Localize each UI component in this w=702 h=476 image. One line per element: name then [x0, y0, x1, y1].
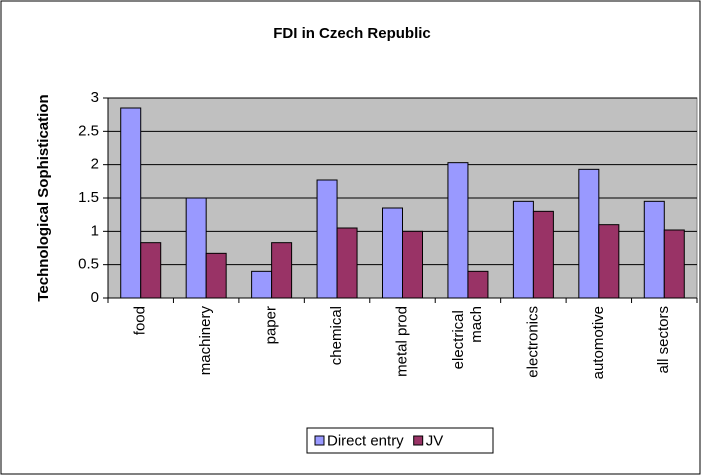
bar [447, 162, 469, 299]
bar [643, 200, 665, 299]
legend-swatch [314, 435, 325, 446]
bar [251, 270, 273, 299]
chart-title: FDI in Czech Republic [273, 25, 431, 42]
bar [271, 242, 293, 299]
x-tick-label: food [132, 306, 149, 335]
x-tick-label: electronics [524, 306, 541, 378]
legend-swatch [413, 435, 424, 446]
y-tick-label: 0.5 [78, 256, 99, 273]
y-tick-label: 2.5 [78, 122, 99, 139]
y-tick-label: 0 [91, 289, 99, 306]
x-tick-label: all sectors [655, 306, 672, 374]
x-tick-label: automotive [590, 306, 607, 379]
legend-box [306, 427, 494, 454]
bar [382, 207, 403, 299]
x-tick-label: electrical mach [450, 306, 485, 369]
bar [598, 224, 620, 299]
bar [205, 252, 227, 299]
bar [336, 227, 358, 299]
bar [402, 230, 423, 299]
x-tick-label: chemical [328, 306, 345, 365]
legend-label: Direct entry [327, 432, 404, 449]
x-tick-label: metal prod [393, 306, 410, 377]
y-axis-label: Technological Sophistication [35, 94, 52, 301]
bar [578, 168, 600, 299]
bar [512, 200, 534, 299]
y-tick-label: 1.5 [78, 189, 99, 206]
y-tick-label: 2 [91, 156, 99, 173]
x-tick-label: paper [263, 306, 280, 344]
bar [140, 242, 162, 299]
bar [663, 229, 685, 299]
bar [467, 270, 489, 299]
bar [316, 179, 338, 299]
bar [185, 197, 207, 299]
x-tick-label: machinery [197, 306, 214, 376]
bar [532, 210, 554, 299]
y-tick-label: 3 [91, 89, 99, 106]
y-tick-label: 1 [91, 222, 99, 239]
bar [120, 107, 142, 299]
legend-label: JV [426, 432, 444, 449]
